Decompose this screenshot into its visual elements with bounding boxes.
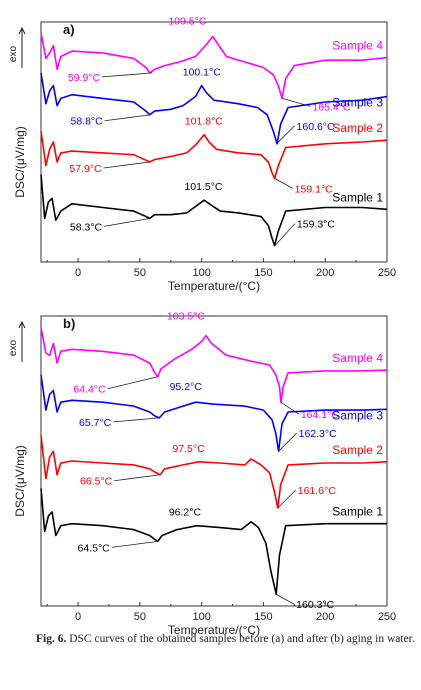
caption-text: DSC curves of the obtained samples befor… (69, 633, 415, 645)
series-line-sample-3 (40, 374, 388, 453)
panel-a: 0 50 100 150 200 250 Temperature/(°C) DSC/(μV/m… (8, 16, 396, 293)
annotation-arrow (104, 114, 151, 122)
series-line-sample-3 (40, 72, 388, 145)
panel-label: a) (63, 22, 75, 37)
annotation-label: 58.3°C (70, 221, 103, 233)
annotation-label: 64.4°C (73, 384, 106, 396)
annotation-label: 59.9°C (68, 72, 101, 84)
annotation-label: 164.1°C (301, 409, 339, 421)
annotation-label: 101.8°C (185, 116, 223, 128)
x-tick-label: 0 (75, 267, 81, 279)
x-tick-label: 150 (254, 267, 272, 279)
series-name: Sample 3 (332, 96, 383, 110)
annotation-label: 66.5°C (80, 476, 113, 488)
annotation-arrow (103, 161, 150, 169)
annotation-label: 159.3°C (297, 219, 335, 231)
series-name: Sample 3 (332, 408, 383, 422)
plot-frame (40, 21, 388, 263)
series-line-sample-2 (40, 130, 388, 180)
annotation-label: 64.5°C (78, 542, 111, 554)
x-axis-label: Temperature/(°C) (168, 623, 260, 637)
x-tick-label: 150 (254, 611, 272, 623)
annotation-label: 161.6°C (298, 485, 336, 497)
series-name: Sample 2 (332, 121, 383, 135)
annotation-label: 65.7°C (79, 417, 112, 429)
annotation-label: 97.5°C (172, 443, 205, 455)
annotation-label: 101.5°C (184, 181, 222, 193)
x-tick-label: 200 (316, 267, 334, 279)
plot-frame (40, 315, 388, 607)
annotation-arrow (111, 540, 158, 548)
annotation-label: 57.9°C (69, 163, 102, 175)
series-name: Sample 4 (332, 351, 383, 365)
x-axis-label: Temperature/(°C) (168, 279, 260, 293)
annotation-arrow (104, 217, 151, 227)
x-tick-label: 250 (378, 611, 396, 623)
exo-arrowhead (18, 26, 26, 35)
series-line-sample-4 (40, 327, 388, 404)
panel-b: 0 50 100 150 200 250 Temperature/(°C) DSC/(μV/m… (8, 311, 396, 637)
annotation-arrow (113, 417, 160, 423)
annotation-arrow (276, 125, 295, 145)
series-name: Sample 2 (332, 443, 383, 457)
annotation-arrow (274, 178, 293, 189)
series-line-sample-1 (40, 174, 388, 247)
annotation-arrow (107, 376, 158, 390)
series-name: Sample 4 (332, 39, 383, 53)
annotation-arrow (278, 432, 297, 452)
x-tick-label: 50 (134, 267, 146, 279)
x-tick-label: 0 (75, 611, 81, 623)
annotation-arrow (102, 72, 153, 78)
annotation-label: 160.3°C (296, 599, 334, 611)
annotation-label: 96.2°C (169, 507, 202, 519)
figure-caption: Fig. 6. DSC curves of the obtained sampl… (36, 632, 416, 647)
annotation-label: 109.5°C (168, 16, 206, 28)
annotation-label: 58.8°C (71, 116, 104, 128)
exo-arrowhead (18, 320, 26, 329)
series-line-sample-4 (40, 32, 388, 100)
x-tick-label: 100 (192, 267, 210, 279)
panel-label: b) (63, 316, 75, 331)
exo-label: exo (8, 340, 19, 357)
y-axis-label: DSC/(μV/mg) (13, 445, 27, 517)
annotation-arrow (275, 593, 295, 605)
caption-label: Fig. 6. (36, 633, 67, 645)
annotation-arrow (274, 223, 296, 246)
x-tick-label: 250 (378, 267, 396, 279)
exo-label: exo (8, 46, 19, 63)
series-name: Sample 1 (332, 190, 383, 204)
x-tick-label: 100 (192, 611, 210, 623)
series-name: Sample 1 (332, 505, 383, 519)
annotation-label: 165.4°C (312, 101, 350, 113)
y-axis-label: DSC/(μV/mg) (13, 126, 27, 198)
annotation-arrow (114, 474, 161, 482)
annotation-label: 100.1°C (183, 67, 221, 79)
series-line-sample-1 (40, 488, 387, 596)
annotation-label: 95.2°C (170, 381, 203, 393)
annotation-label: 159.1°C (295, 183, 333, 195)
annotation-label: 160.6°C (297, 121, 335, 133)
x-tick-label: 50 (134, 611, 146, 623)
series-line-sample-2 (40, 435, 388, 509)
annotation-label: 162.3°C (299, 428, 337, 440)
annotation-label: 103.5°C (167, 311, 205, 323)
annotation-arrow (277, 489, 297, 509)
x-tick-label: 200 (316, 611, 334, 623)
